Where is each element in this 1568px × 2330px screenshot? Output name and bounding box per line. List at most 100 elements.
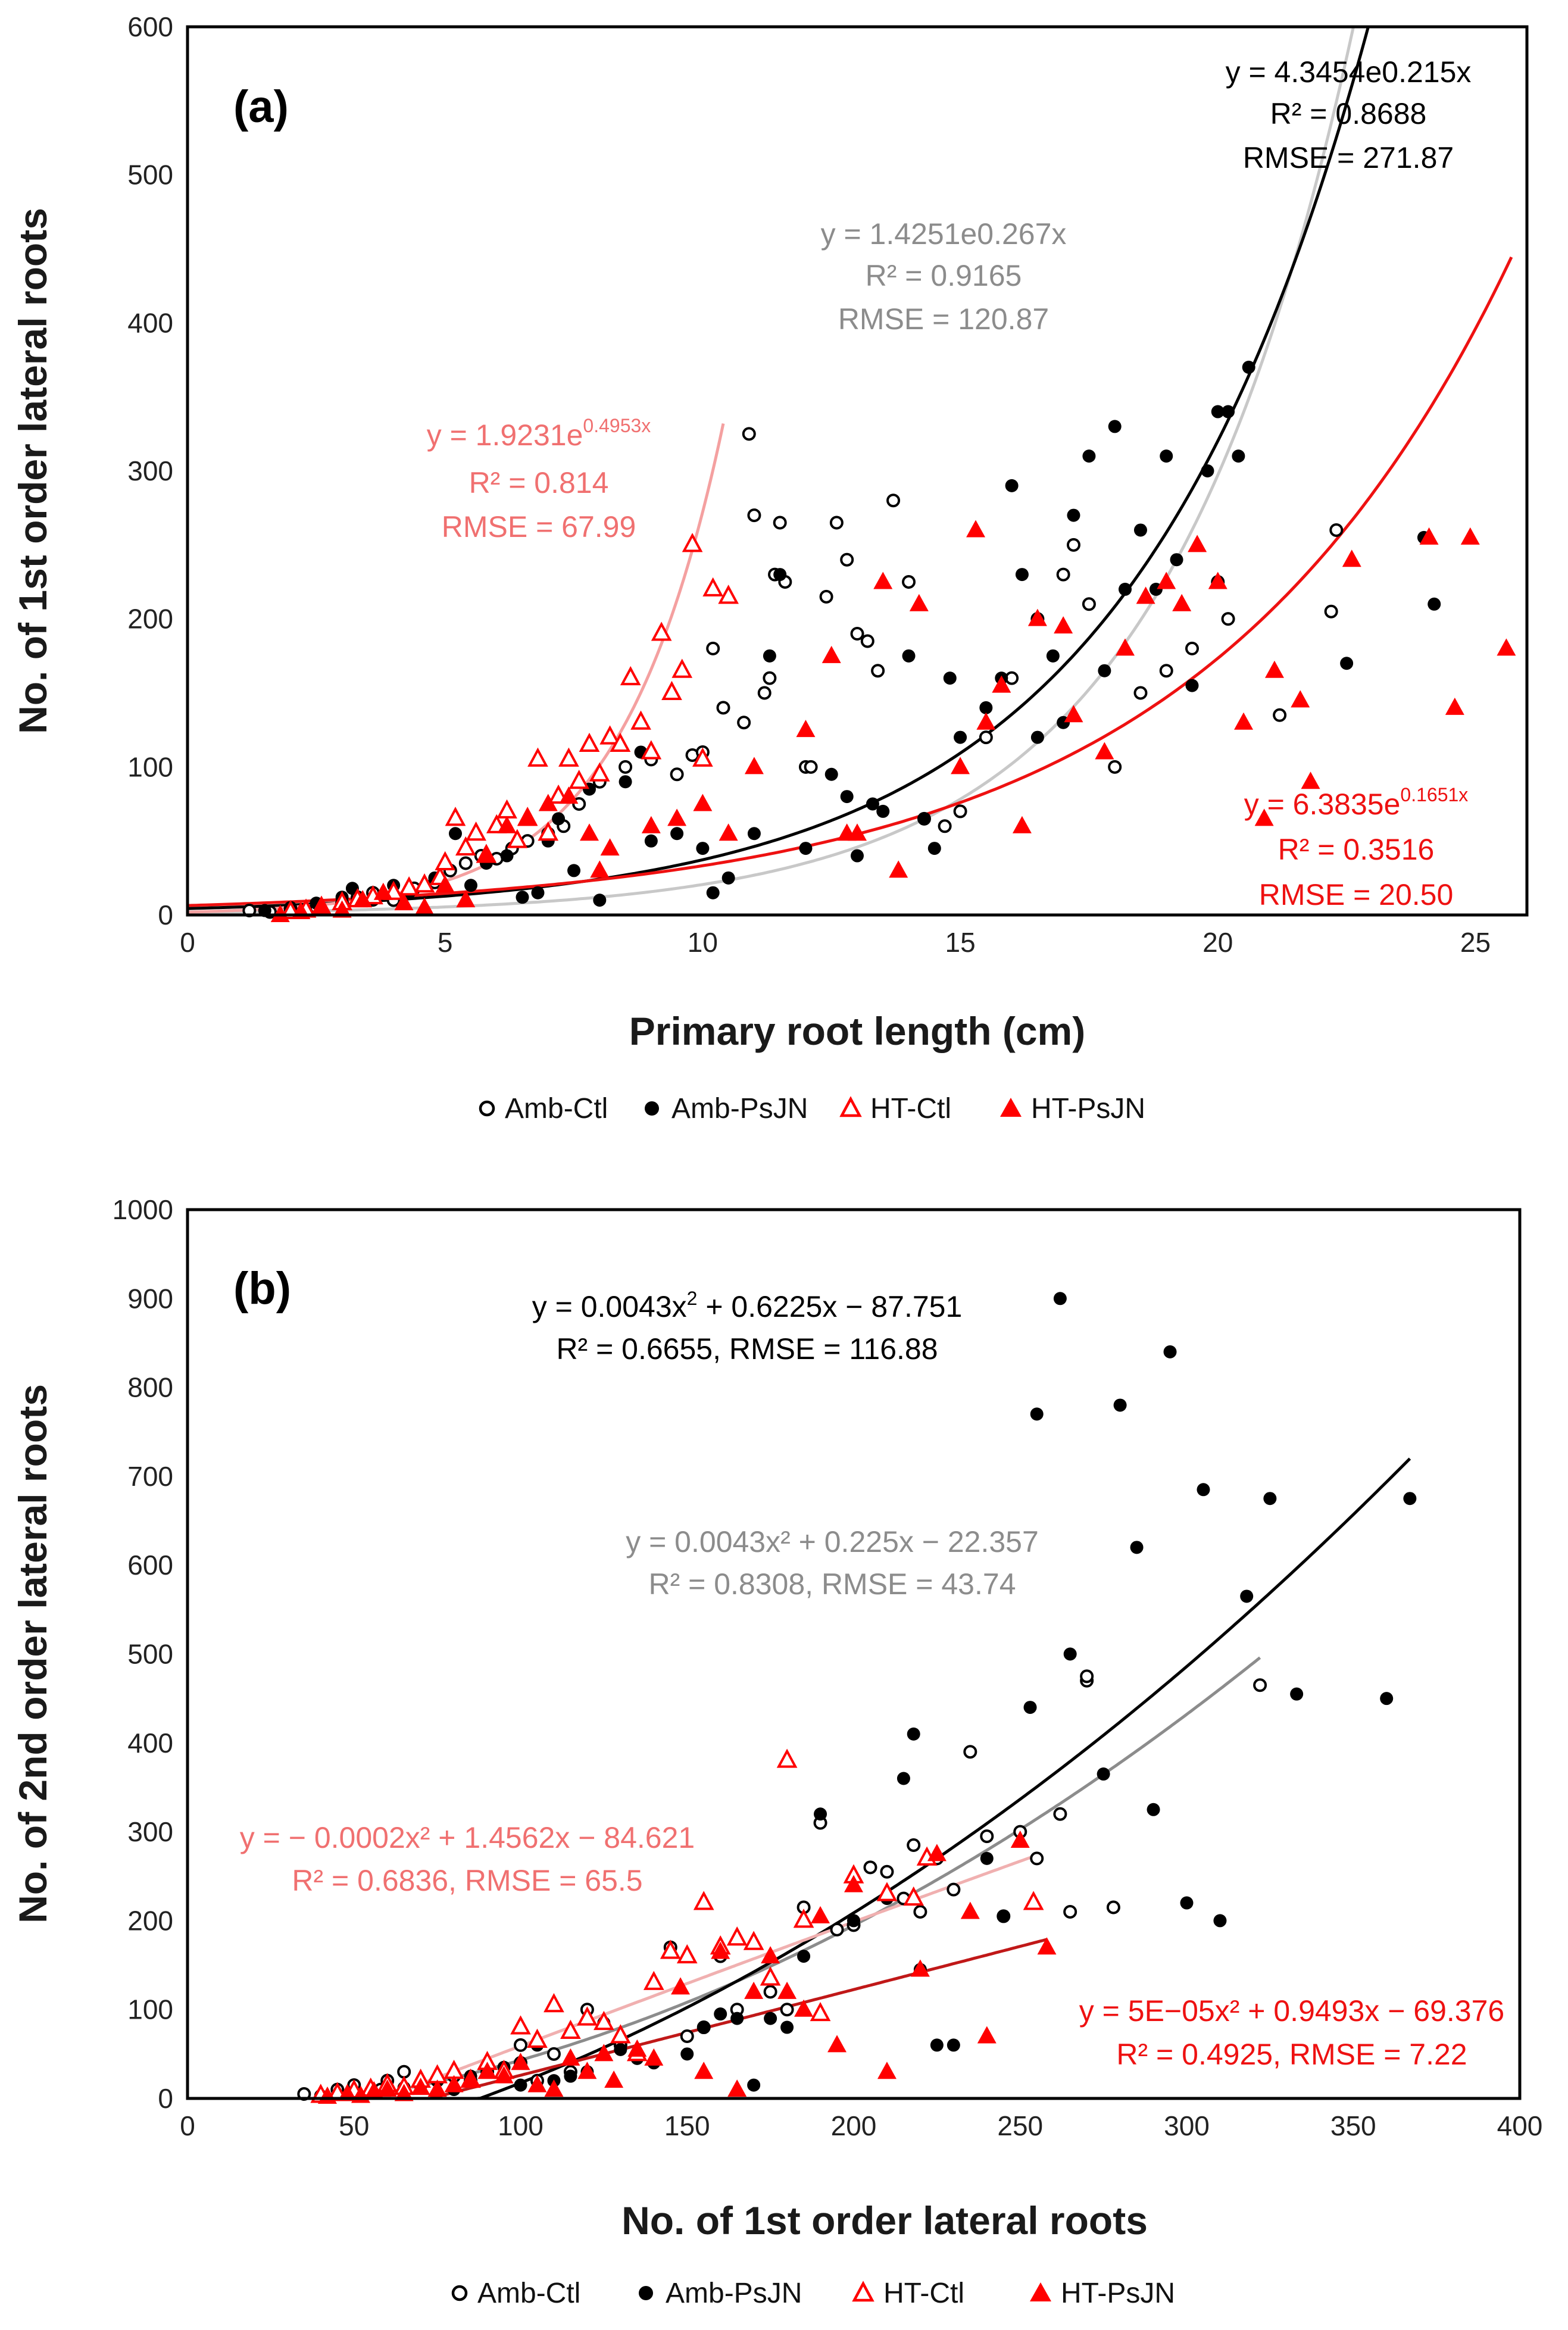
point-amb-ctl — [1080, 1669, 1094, 1684]
point-ht-ctl — [726, 1926, 748, 1946]
point-amb-ctl — [1159, 664, 1173, 678]
point-amb-ctl — [1133, 686, 1148, 700]
point-amb-psjn — [1119, 582, 1132, 596]
point-amb-ctl — [1329, 523, 1344, 537]
point-amb-ctl — [953, 804, 967, 819]
point-ht-psjn — [844, 1875, 863, 1892]
point-ht-ctl — [903, 1886, 924, 1906]
point-ht-psjn — [338, 2084, 357, 2101]
eq-a-amb-ctl-formula: y = 1.4251e0.267x — [821, 217, 1067, 251]
panel-b-eq-ht-psjn: y = 5E−05x² + 0.9493x − 69.376 R² = 0.49… — [1079, 1994, 1504, 2071]
fit-line-amb-psjn — [320, 1457, 1411, 2098]
point-amb-ctl — [850, 627, 864, 641]
point-amb-psjn — [464, 879, 477, 892]
point-ht-psjn — [1012, 816, 1032, 833]
y-tick-label: 300 — [127, 1816, 173, 1847]
point-amb-ctl — [737, 716, 751, 730]
point-ht-ctl — [676, 1944, 698, 1964]
point-amb-psjn — [1403, 1492, 1417, 1506]
legend-a-ht-ctl-label: HT-Ctl — [870, 1093, 951, 1125]
point-ht-ctl — [610, 2024, 631, 2044]
point-ht-psjn — [873, 571, 893, 589]
point-amb-psjn — [552, 812, 566, 826]
point-amb-psjn — [979, 701, 993, 714]
eq-b-ht-psjn-formula: y = 5E−05x² + 0.9493x − 69.376 — [1079, 1994, 1504, 2028]
point-amb-ctl — [1063, 1904, 1077, 1919]
panel-a-x-axis-title: Primary root length (cm) — [629, 1009, 1085, 1053]
x-tick-label: 150 — [664, 2110, 710, 2141]
point-ht-psjn — [1064, 705, 1083, 723]
point-amb-psjn — [1222, 405, 1235, 418]
eq-a-amb-psjn-r2: R² = 0.8688 — [1270, 97, 1427, 130]
panel-a-legend: Amb-Ctl Amb-PsJN HT-Ctl HT-PsJN — [479, 1093, 1145, 1125]
point-amb-ctl — [619, 760, 633, 774]
point-ht-psjn — [527, 2075, 547, 2092]
point-amb-ctl — [963, 1745, 977, 1759]
point-amb-ctl — [780, 2003, 794, 2017]
point-amb-ctl — [913, 1904, 927, 1919]
point-ht-psjn — [960, 1901, 980, 1919]
eq-a-ht-ctl-r2: R² = 0.814 — [469, 466, 609, 499]
y-tick-label: 500 — [127, 160, 173, 190]
point-amb-psjn — [797, 1950, 811, 1963]
point-ht-ctl — [560, 2019, 581, 2039]
point-amb-psjn — [1163, 1345, 1177, 1358]
point-ht-ctl — [682, 533, 703, 552]
point-ht-ctl — [414, 873, 435, 893]
fit-line-ht-ctl — [188, 423, 725, 914]
legend-b-ht-psjn-label: HT-PsJN — [1061, 2278, 1175, 2309]
y-tick-label: 800 — [127, 1372, 173, 1403]
point-amb-psjn — [730, 2012, 744, 2025]
point-amb-psjn — [747, 827, 761, 841]
point-amb-psjn — [747, 2078, 761, 2092]
point-ht-ctl — [1023, 1891, 1044, 1910]
eq-a-ht-ctl-formula: y = 1.9231e0.4953x — [427, 415, 651, 452]
point-amb-ctl — [863, 1860, 877, 1875]
y-tick-label: 200 — [127, 604, 173, 635]
point-amb-psjn — [345, 882, 359, 895]
point-amb-ctl — [546, 2047, 561, 2061]
point-ht-psjn — [889, 860, 908, 878]
point-ht-ctl — [496, 799, 517, 819]
panel-a-fit-lines — [188, 27, 1513, 914]
point-amb-ctl — [1253, 1678, 1267, 1692]
point-amb-psjn — [773, 568, 787, 582]
legend-b-amb-psjn-marker — [639, 2286, 653, 2300]
point-amb-psjn — [1097, 1767, 1110, 1781]
point-amb-psjn — [1201, 464, 1214, 477]
point-ht-psjn — [848, 823, 867, 841]
point-amb-psjn — [980, 1851, 994, 1865]
point-ht-psjn — [1027, 608, 1047, 626]
point-ht-psjn — [364, 2081, 384, 2099]
point-amb-ctl — [763, 1985, 777, 1999]
point-ht-psjn — [822, 645, 841, 663]
point-ht-ctl — [693, 1891, 714, 1910]
point-ht-psjn — [727, 2079, 747, 2097]
point-ht-ctl — [743, 1931, 764, 1950]
legend-b-amb-ctl-label: Amb-Ctl — [477, 2278, 580, 2309]
point-amb-psjn — [997, 1909, 1010, 1923]
y-tick-label: 300 — [127, 455, 173, 486]
point-amb-ctl — [1030, 1851, 1044, 1866]
point-amb-ctl — [1056, 567, 1070, 582]
point-ht-ctl — [589, 762, 610, 782]
legend-a-ht-psjn-marker — [1000, 1098, 1022, 1117]
eq-a-amb-psjn-formula: y = 4.3454e0.215x — [1226, 55, 1472, 89]
point-ht-psjn — [1460, 527, 1480, 545]
point-ht-psjn — [1136, 586, 1155, 604]
point-amb-psjn — [1108, 420, 1122, 433]
point-ht-psjn — [377, 2079, 397, 2097]
point-ht-psjn — [927, 1844, 947, 1861]
point-amb-psjn — [840, 790, 854, 804]
eq-a-ht-ctl-rmse: RMSE = 67.99 — [442, 510, 636, 544]
point-amb-psjn — [902, 649, 916, 663]
point-ht-psjn — [811, 1906, 830, 1923]
point-ht-ctl — [630, 710, 651, 730]
legend-a-ht-psjn-label: HT-PsJN — [1031, 1093, 1145, 1125]
point-ht-psjn — [761, 1946, 780, 1964]
point-amb-psjn — [851, 849, 864, 863]
point-amb-ctl — [871, 664, 885, 678]
point-amb-psjn — [930, 2038, 944, 2052]
y-tick-label: 0 — [158, 899, 173, 930]
